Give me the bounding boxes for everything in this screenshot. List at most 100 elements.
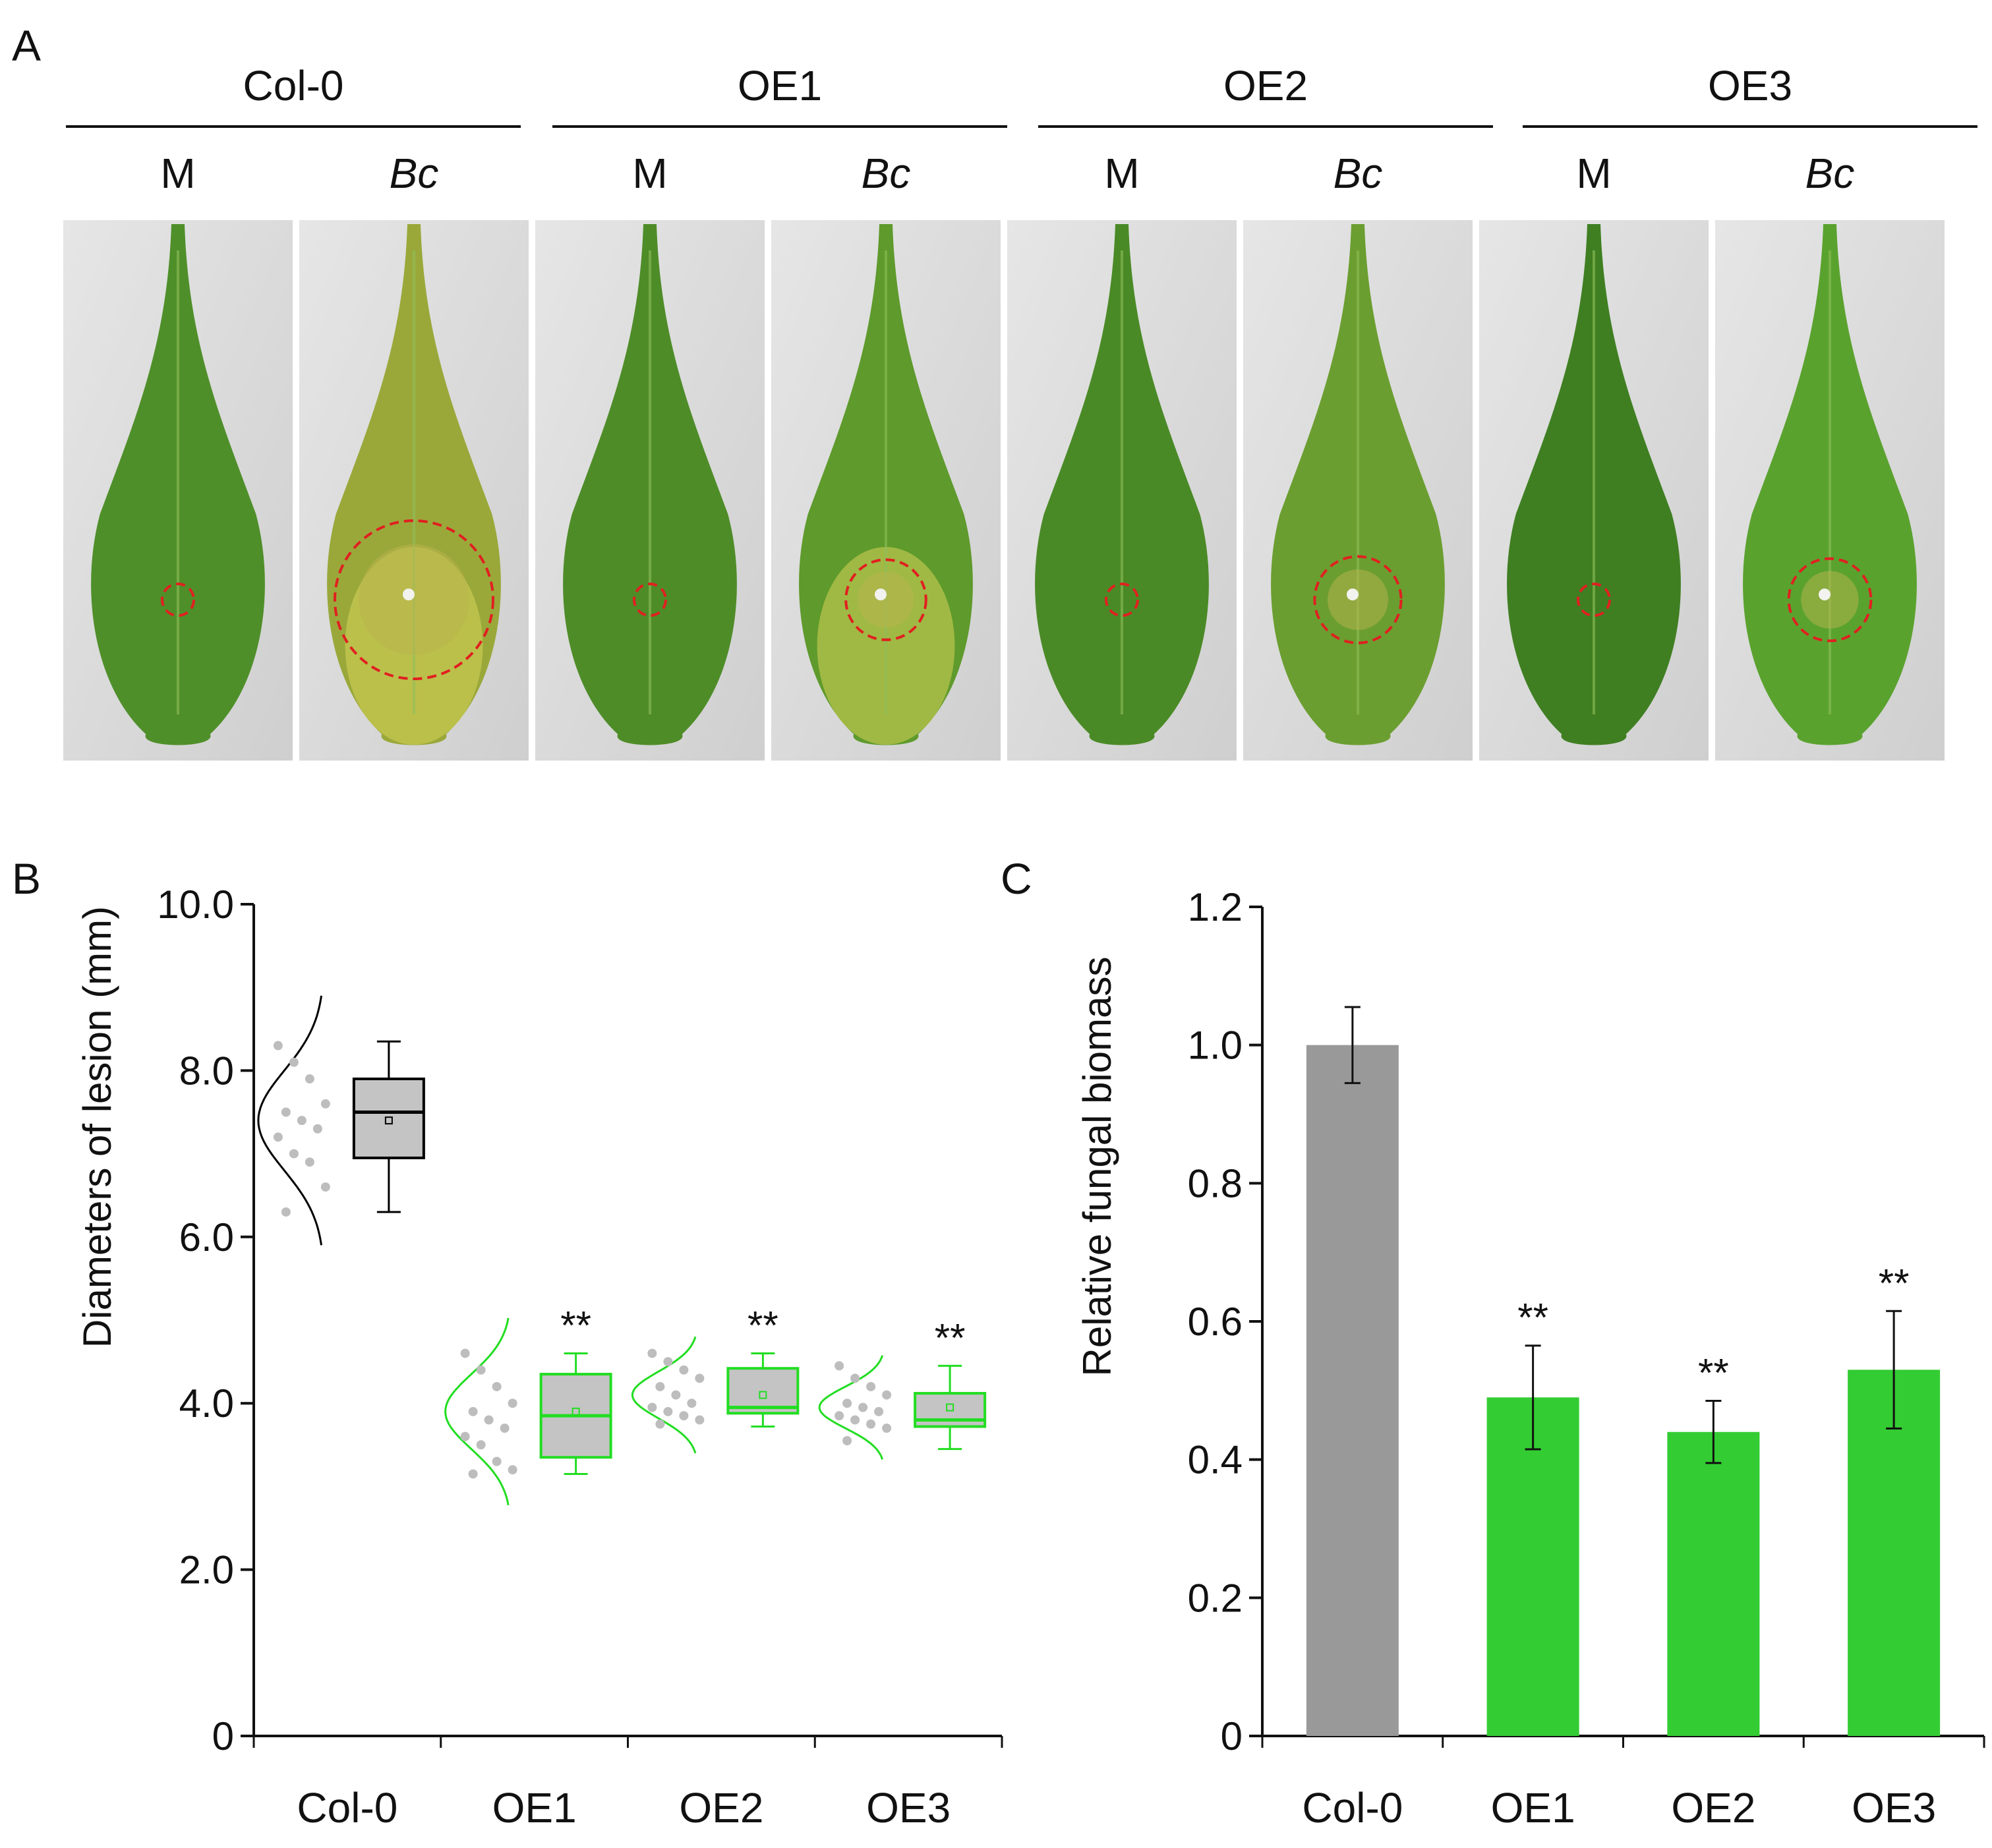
bar xyxy=(1306,1045,1399,1736)
group-title: OE1 xyxy=(738,62,822,109)
data-point xyxy=(508,1399,517,1408)
y-tick-label: 4.0 xyxy=(179,1381,234,1426)
data-point xyxy=(320,1099,330,1109)
y-tick-label: 6.0 xyxy=(179,1215,234,1259)
treatment-label: M xyxy=(1576,150,1611,197)
group-title: OE3 xyxy=(1708,62,1792,109)
y-tick-label: 0.2 xyxy=(1188,1576,1243,1620)
data-point xyxy=(858,1402,868,1412)
data-point xyxy=(484,1415,494,1425)
data-point xyxy=(305,1074,314,1084)
data-point xyxy=(835,1411,844,1421)
treatment-label: Bc xyxy=(862,150,911,197)
treatment-label: M xyxy=(632,150,667,197)
data-point xyxy=(663,1357,673,1367)
data-point xyxy=(273,1132,283,1142)
data-point xyxy=(508,1465,517,1475)
treatment-label: M xyxy=(1104,150,1139,197)
mean-marker xyxy=(571,1407,580,1416)
x-tick-label: OE1 xyxy=(1491,1784,1575,1832)
bar xyxy=(1486,1397,1579,1736)
data-point xyxy=(671,1390,681,1400)
x-tick-label: OE1 xyxy=(492,1784,577,1832)
data-point xyxy=(866,1419,876,1429)
significance-marker: ** xyxy=(747,1303,778,1347)
data-point xyxy=(273,1041,283,1051)
treatment-label: Bc xyxy=(390,150,439,197)
bar xyxy=(1848,1370,1941,1736)
panel-c-axes: 0 0.2 0.4 0.6 0.8 1.0 1.2 Col-0 OE1 OE2 OE3 xyxy=(1188,885,1985,1832)
y-tick-label: 10.0 xyxy=(157,882,234,927)
box xyxy=(914,1392,987,1428)
data-point xyxy=(281,1107,291,1117)
y-tick-label: 0 xyxy=(212,1714,234,1758)
mean-marker xyxy=(946,1403,954,1412)
x-tick-label: Col-0 xyxy=(297,1784,397,1832)
lesion-area xyxy=(1801,571,1859,629)
distribution-curve xyxy=(444,1317,510,1506)
data-point xyxy=(281,1207,291,1217)
lesion-area xyxy=(1328,569,1388,630)
data-point xyxy=(468,1406,478,1416)
lesion-circle xyxy=(844,558,927,641)
data-point xyxy=(850,1415,860,1425)
inoculation-droplet xyxy=(1819,589,1831,600)
mean-marker xyxy=(759,1391,767,1399)
data-point xyxy=(882,1424,892,1433)
panel-a: A Col-0 M Bc OE1 M Bc OE2 M Bc OE3 M Bc xyxy=(12,21,1977,761)
panel-a-label: A xyxy=(12,21,41,70)
data-point xyxy=(695,1373,705,1383)
leaf-photo xyxy=(1007,220,1237,761)
panel-c-label: C xyxy=(1001,854,1032,903)
data-point xyxy=(289,1149,299,1159)
box xyxy=(352,1078,425,1159)
data-point xyxy=(679,1411,689,1421)
significance-marker: ** xyxy=(1879,1261,1910,1305)
inoculation-droplet xyxy=(1347,589,1359,600)
data-point xyxy=(312,1124,322,1134)
data-point xyxy=(842,1399,852,1408)
group-title: Col-0 xyxy=(243,62,344,109)
leaf-photo xyxy=(299,220,529,761)
significance-marker: ** xyxy=(935,1315,966,1360)
data-point xyxy=(500,1424,510,1433)
data-point xyxy=(663,1406,673,1416)
data-point xyxy=(866,1381,876,1391)
y-tick-label: 1.2 xyxy=(1188,885,1243,929)
group-title: OE2 xyxy=(1223,62,1308,109)
data-point xyxy=(842,1435,852,1445)
panel-c-marks: ** ** ** xyxy=(1306,1006,1941,1736)
data-point xyxy=(460,1431,470,1441)
x-tick-label: OE3 xyxy=(866,1784,951,1832)
leaf-photo xyxy=(771,220,1001,761)
inoculation-droplet xyxy=(875,589,887,600)
lesion-circle xyxy=(633,583,667,617)
mean-marker xyxy=(384,1116,393,1125)
data-point xyxy=(297,1116,307,1126)
data-point xyxy=(305,1157,314,1167)
leaf-photo xyxy=(1715,220,1945,761)
x-tick-label: OE2 xyxy=(679,1784,763,1832)
lesion-area xyxy=(359,544,469,655)
leaf-photo xyxy=(63,220,293,761)
inoculation-droplet xyxy=(403,589,415,600)
significance-marker: ** xyxy=(1698,1351,1729,1395)
bar xyxy=(1667,1431,1760,1736)
y-tick-label: 0.8 xyxy=(1188,1161,1243,1205)
data-point xyxy=(835,1361,844,1371)
y-tick-label: 8.0 xyxy=(179,1049,234,1093)
lesion-circle xyxy=(1577,583,1611,617)
panel-b-axes: 0 2.0 4.0 6.0 8.0 10.0 Col-0 OE1 OE2 OE3 xyxy=(157,882,1003,1832)
significance-marker: ** xyxy=(1517,1296,1548,1340)
lesion-area xyxy=(858,571,914,628)
treatment-label: M xyxy=(160,150,195,197)
panel-b-boxplot: B Diameters of lesion (mm) 0 2.0 4.0 6.0 8.0… xyxy=(12,854,1003,1832)
distribution-curve xyxy=(257,995,322,1246)
data-point xyxy=(460,1348,470,1358)
panel-b-label: B xyxy=(12,854,41,903)
y-tick-label: 2.0 xyxy=(179,1548,234,1592)
data-point xyxy=(882,1390,892,1400)
data-point xyxy=(647,1348,657,1358)
data-point xyxy=(655,1419,665,1429)
